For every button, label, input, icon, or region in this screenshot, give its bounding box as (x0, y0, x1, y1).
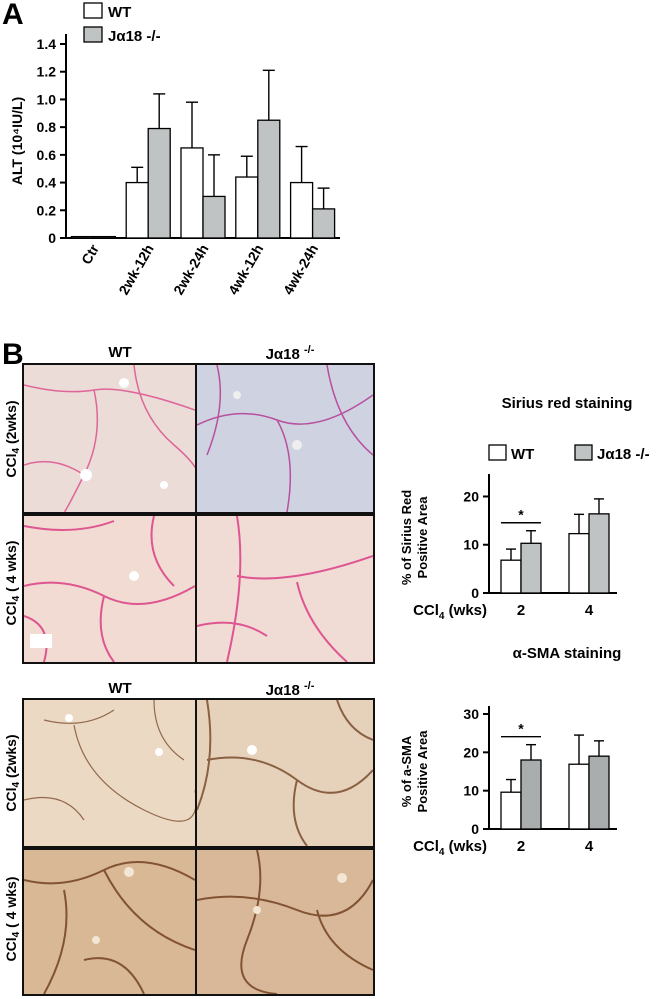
bar (588, 755, 610, 830)
bar (500, 559, 522, 594)
panel-letter-b: B (2, 338, 24, 371)
y-tick-label: 0 (471, 821, 479, 837)
y-axis-label-line2: Positive Area (415, 496, 430, 579)
y-tick-label: 0.8 (37, 119, 57, 135)
bar (289, 181, 314, 239)
micrograph-sma-ja18-2wks (195, 698, 375, 848)
panel-letter-a: A (2, 0, 24, 31)
bar (70, 235, 95, 239)
micrograph-sma-ja18-4wks-image (196, 849, 374, 995)
y-tick-label: 0.4 (37, 175, 57, 191)
row-label-ccl4-4wks: CCl4 ( 4 wks) (3, 540, 22, 626)
x-tick-label: Ctr (78, 241, 102, 267)
micrograph-sirius-wt-4wks-image (23, 515, 196, 663)
bar (520, 759, 542, 830)
x-tick-label: 2 (517, 838, 525, 855)
legend-swatch (574, 444, 593, 461)
row-label-ccl4-2wks: CCl4 (2wks) (3, 400, 22, 478)
micrograph-sirius-wt-4wks (22, 514, 197, 664)
x-tick-label: 2wk-24h (170, 242, 211, 298)
bar (125, 181, 149, 239)
x-axis-label: CCl4 (wks) (413, 838, 487, 858)
micrograph-sma-wt-2wks (22, 698, 197, 848)
bar (568, 532, 590, 594)
y-axis-label-line1: % of a-SMA (399, 735, 414, 807)
significance-marker: * (518, 507, 524, 523)
x-tick-label: 4wk-24h (280, 242, 321, 298)
y-tick-label: 0.2 (37, 202, 57, 218)
micrograph-sirius-wt-2wks (22, 363, 200, 514)
sirius-red-bar-chart: Sirius red staining 0 10 20 % of Sirius Red P… (399, 395, 650, 662)
y-tick-label: 30 (463, 706, 479, 722)
micrograph-sma-wt-4wks-image (23, 850, 196, 995)
col-label-wt: WT (108, 344, 132, 361)
y-tick-label: 0 (48, 230, 56, 246)
legend-label: WT (511, 446, 534, 463)
legend-swatch (83, 26, 103, 43)
bar (588, 513, 610, 594)
x-tick-label: 4 (585, 838, 594, 855)
legend-label: WT (108, 4, 131, 21)
legend-label: Jα18 -/- (108, 28, 161, 45)
x-tick-label: 2 (517, 602, 525, 619)
bar (202, 195, 226, 239)
y-tick-label: 10 (463, 537, 479, 553)
col-label-ja18-sma: Jα18 -/- (265, 680, 315, 699)
micrograph-sirius-ja18-4wks-image (196, 515, 374, 663)
col-label-ja18: Jα18 -/- (265, 344, 315, 363)
micrograph-sirius-ja18-4wks (195, 514, 375, 664)
alt-bar-chart: 0 0.2 0.4 0.6 0.8 1.0 1.2 1.4 ALT (10⁴IU/L) Ctr 2w… (9, 2, 340, 298)
micrograph-sma-wt-2wks-image (23, 699, 197, 846)
y-axis-label-group: % of Sirius Red Positive Area (399, 490, 430, 585)
legend-swatch (83, 2, 103, 19)
micrograph-sirius-wt-2wks-image (23, 364, 200, 513)
bar (568, 763, 590, 830)
y-tick-label: 1.0 (37, 91, 57, 107)
y-tick-label: 1.2 (37, 64, 57, 80)
chart-title: Sirius red staining (502, 395, 633, 412)
micrograph-sma-ja18-2wks-image (196, 699, 374, 847)
y-tick-label: 20 (463, 744, 479, 760)
bar (92, 235, 117, 239)
y-axis-label-line2: Positive Area (415, 730, 430, 813)
bar (520, 542, 542, 594)
micrograph-sma-ja18-4wks (195, 848, 375, 996)
chart-title-sma: α-SMA staining (513, 645, 622, 662)
y-tick-label: 1.4 (37, 36, 57, 52)
bar (311, 208, 336, 239)
row-label-sma-ccl4-4wks: CCl4 ( 4 wks) (3, 876, 22, 962)
alpha-sma-bar-chart: 0 10 20 30 % of a-SMA Positive Area 2 4 * CCl4 (w… (399, 706, 617, 858)
y-tick-label: 0 (471, 585, 479, 601)
y-tick-label: 10 (463, 783, 479, 799)
row-label-sma-ccl4-2wks: CCl4 (2wks) (3, 734, 22, 812)
bar (500, 791, 522, 830)
col-label-wt-sma: WT (108, 680, 132, 697)
bar (235, 176, 259, 239)
bar (147, 127, 171, 239)
y-tick-label: 20 (463, 488, 479, 504)
legend-swatch (488, 444, 507, 461)
bar (257, 119, 281, 239)
y-tick-label: 0.6 (37, 147, 57, 163)
x-tick-label: 4wk-12h (225, 242, 266, 298)
y-axis-label: ALT (10⁴IU/L) (9, 97, 25, 185)
legend-label: Jα18 -/- (597, 446, 650, 463)
x-axis-label: CCl4 (wks) (413, 602, 487, 622)
micrograph-sma-wt-4wks (22, 848, 197, 996)
x-tick-label: 2wk-12h (115, 242, 156, 298)
y-axis-label-group: % of a-SMA Positive Area (399, 730, 430, 813)
micrograph-sirius-ja18-2wks-image (196, 364, 374, 513)
micrograph-sirius-ja18-2wks (195, 363, 375, 514)
x-tick-label: 4 (585, 602, 594, 619)
significance-marker: * (518, 721, 524, 737)
y-axis-label-line1: % of Sirius Red (399, 490, 414, 585)
bar (180, 147, 204, 239)
